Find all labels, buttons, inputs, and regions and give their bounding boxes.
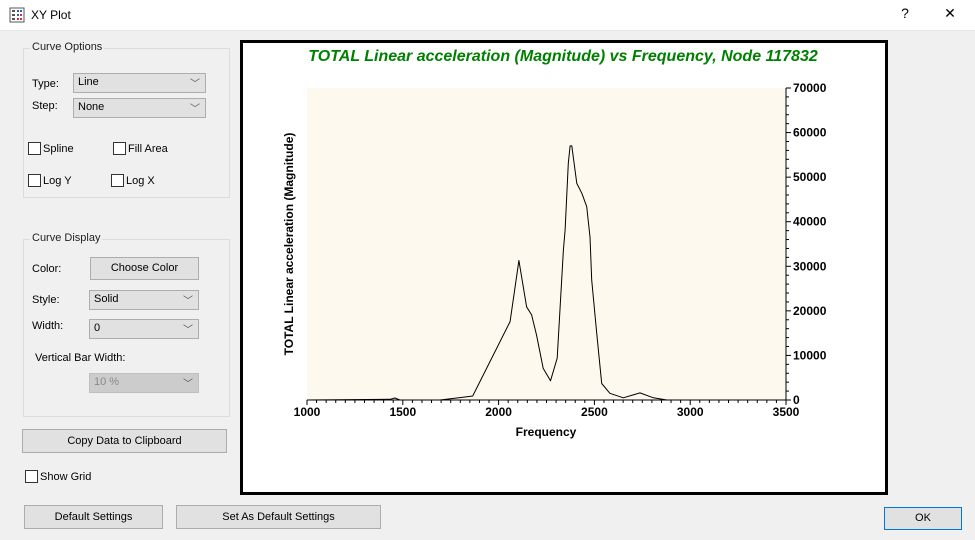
width-select[interactable]: 0 ﹀	[89, 319, 199, 339]
y-tick-label: 30000	[793, 259, 827, 273]
step-value: None	[78, 101, 105, 113]
vertical-bar-width-label: Vertical Bar Width:	[35, 352, 126, 364]
vertical-bar-width-value: 10 %	[94, 376, 120, 388]
log-y-label: Log Y	[43, 174, 72, 187]
type-value: Line	[78, 76, 99, 88]
curve-options-legend: Curve Options	[30, 41, 105, 53]
chevron-down-icon: ﹀	[183, 325, 193, 336]
checkbox-box[interactable]	[28, 174, 41, 187]
copy-data-button[interactable]: Copy Data to Clipboard	[22, 429, 227, 453]
x-tick-label: 1000	[294, 405, 321, 419]
checkbox-box[interactable]	[111, 174, 124, 187]
chevron-down-icon: ﹀	[183, 296, 193, 307]
close-button[interactable]: ✕	[944, 5, 956, 21]
y-tick-label: 0	[793, 393, 800, 407]
choose-color-button[interactable]: Choose Color	[90, 257, 199, 280]
plot-area	[307, 88, 786, 400]
log-x-label: Log X	[126, 174, 155, 187]
title-bar: XY Plot ? ✕	[0, 0, 975, 31]
help-button[interactable]: ?	[901, 5, 909, 21]
show-grid-label: Show Grid	[40, 470, 92, 483]
default-settings-button[interactable]: Default Settings	[24, 505, 163, 529]
step-select[interactable]: None ﹀	[73, 98, 206, 118]
style-value: Solid	[94, 293, 119, 305]
x-tick-label: 1500	[389, 405, 416, 419]
style-select[interactable]: Solid ﹀	[89, 290, 199, 310]
checkbox-box[interactable]	[28, 142, 41, 155]
log-y-checkbox[interactable]: Log Y	[28, 174, 72, 187]
curve-display-group: Curve Display	[23, 232, 230, 417]
x-axis-label: Frequency	[516, 425, 577, 439]
show-grid-checkbox[interactable]: Show Grid	[25, 470, 91, 483]
x-tick-label: 3000	[677, 405, 704, 419]
y-tick-label: 40000	[793, 215, 827, 229]
x-tick-label: 2000	[485, 405, 512, 419]
checkbox-box[interactable]	[113, 142, 126, 155]
x-tick-label: 2500	[581, 405, 608, 419]
y-axis-label: TOTAL Linear acceleration (Magnitude)	[282, 133, 296, 356]
fill-area-label: Fill Area	[128, 142, 168, 155]
type-select[interactable]: Line ﹀	[73, 73, 206, 93]
checkbox-box[interactable]	[25, 470, 38, 483]
curve-options-group: Curve Options	[23, 41, 230, 198]
window-title: XY Plot	[31, 8, 71, 22]
chevron-down-icon: ﹀	[183, 379, 193, 390]
style-label: Style:	[32, 294, 60, 306]
set-as-default-button[interactable]: Set As Default Settings	[176, 505, 381, 529]
color-label: Color:	[32, 263, 62, 275]
ok-button[interactable]: OK	[884, 507, 962, 530]
x-tick-label: 3500	[773, 405, 800, 419]
chart-title: TOTAL Linear acceleration (Magnitude) vs…	[308, 48, 818, 65]
series-line	[306, 145, 786, 401]
app-icon	[9, 7, 25, 23]
step-label: Step:	[32, 100, 58, 112]
y-tick-label: 50000	[793, 170, 827, 184]
width-label: Width:	[32, 320, 64, 332]
spline-label: Spline	[43, 142, 74, 155]
curve-display-legend: Curve Display	[30, 232, 103, 244]
chevron-down-icon: ﹀	[190, 79, 200, 90]
y-tick-label: 70000	[793, 81, 827, 95]
y-tick-label: 10000	[793, 348, 827, 362]
chevron-down-icon: ﹀	[190, 104, 200, 115]
y-tick-label: 20000	[793, 304, 827, 318]
vertical-bar-width-select: 10 % ﹀	[89, 373, 199, 393]
y-tick-label: 60000	[793, 126, 827, 140]
width-value: 0	[94, 322, 101, 334]
spline-checkbox[interactable]: Spline	[28, 142, 74, 155]
log-x-checkbox[interactable]: Log X	[111, 174, 155, 187]
fill-area-checkbox[interactable]: Fill Area	[113, 142, 168, 155]
type-label: Type:	[32, 78, 59, 90]
